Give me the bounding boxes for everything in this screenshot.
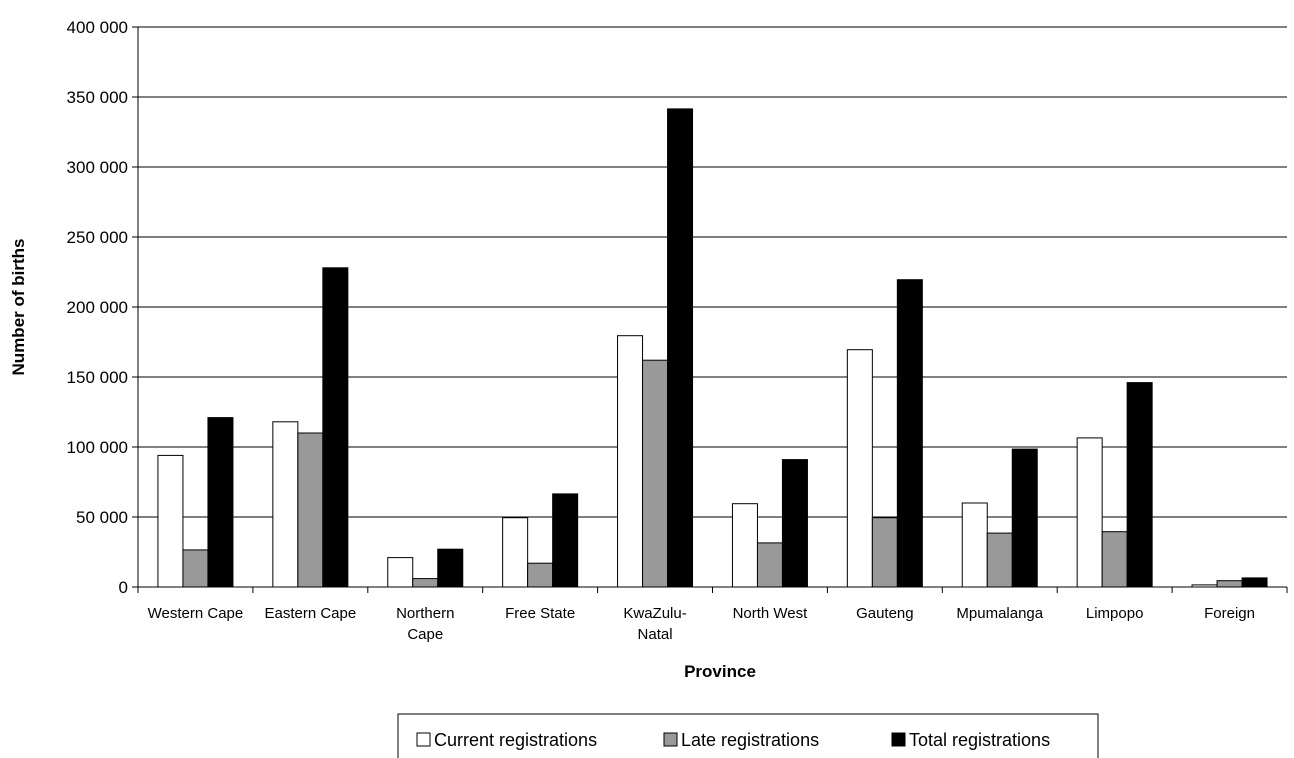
y-tick-label: 250 000 [67,228,128,247]
bar-total-registrations [667,108,694,588]
y-tick-label: 200 000 [67,298,128,317]
x-axis-title: Province [684,662,756,681]
legend-swatch [891,732,906,747]
y-tick-label: 100 000 [67,438,128,457]
legend: Current registrations Late registrations T… [397,713,1099,758]
bar-late-registrations [527,562,554,588]
bar-total-registrations [1126,382,1153,588]
y-tick-label: 50 000 [76,508,128,527]
x-tick-labels: Western Cape Eastern Cape Northern Cape Free… [148,605,1255,643]
x-tick-label: Gauteng [856,605,914,622]
x-tick-label: Foreign [1204,605,1255,622]
bars [157,108,1268,588]
bar-total-registrations [1241,577,1268,588]
x-tick-label: Free State [505,605,575,622]
bar-late-registrations [1101,531,1128,588]
bar-late-registrations [986,532,1013,588]
bar-total-registrations [552,493,579,588]
bar-current-registrations [617,335,644,588]
axes [132,26,1288,593]
y-tick-label: 400 000 [67,18,128,37]
bar-current-registrations [387,557,414,588]
x-tick-label: Limpopo [1086,605,1144,622]
legend-frame [397,713,1099,758]
y-tick-labels: 0 50 000 100 000 150 000 200 000 250 000 300 0… [67,18,128,597]
legend-swatch [416,732,431,747]
x-tick-label: Western Cape [148,605,244,622]
legend-label: Total registrations [909,730,1050,750]
bar-current-registrations [1076,437,1103,588]
bar-current-registrations [961,502,988,588]
bar-current-registrations [272,421,299,588]
x-tick-label: North West [733,605,809,622]
legend-label: Late registrations [681,730,819,750]
x-tick-label: Mpumalanga [956,605,1043,622]
bar-late-registrations [642,359,669,588]
y-tick-label: 0 [119,578,128,597]
bar-current-registrations [731,503,758,588]
y-tick-label: 350 000 [67,88,128,107]
x-tick-label: KwaZulu- [623,605,686,622]
y-tick-label: 150 000 [67,368,128,387]
x-tick-label: Eastern Cape [264,605,356,622]
x-tick-label: Cape [407,626,443,643]
y-axis-title: Number of births [9,239,28,376]
bar-total-registrations [207,417,234,588]
bar-total-registrations [1011,448,1038,588]
bar-late-registrations [297,432,324,588]
bar-late-registrations [1216,580,1243,588]
bar-current-registrations [157,454,184,588]
x-tick-label: Natal [638,626,673,643]
legend-swatch [663,732,678,747]
y-tick-label: 300 000 [67,158,128,177]
bar-late-registrations [871,517,898,588]
bar-late-registrations [412,578,439,588]
bar-total-registrations [437,548,464,588]
bar-late-registrations [756,542,783,588]
bar-total-registrations [781,459,808,588]
legend-label: Current registrations [434,730,597,750]
bar-total-registrations [322,267,349,588]
bar-current-registrations [502,517,529,588]
x-tick-label: Northern [396,605,454,622]
bar-total-registrations [896,279,923,588]
bar-late-registrations [182,549,209,588]
bar-current-registrations [846,349,873,588]
